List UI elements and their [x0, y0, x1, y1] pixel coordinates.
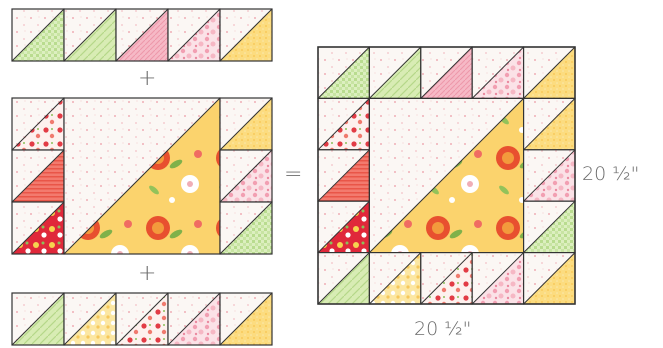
plus-sign-bottom: +: [138, 261, 157, 286]
top-row-unit: [115, 8, 169, 62]
equals-sign: =: [284, 162, 303, 187]
right-column-unit: [219, 149, 273, 203]
bottom-row-strip: [11, 292, 273, 346]
bottom-row-unit: [11, 292, 65, 346]
plus-sign-top: +: [138, 66, 157, 91]
finished-left-unit: [317, 97, 371, 151]
finished-bottom-unit: [317, 252, 371, 305]
large-center-triangle-square: [63, 97, 221, 255]
finished-top-unit: [522, 46, 576, 100]
top-row-strip: [11, 8, 273, 62]
center-block: [11, 97, 273, 255]
height-dimension-label: 20 ½": [582, 163, 640, 185]
finished-top-unit: [317, 46, 371, 100]
finished-top-unit: [420, 46, 473, 100]
right-column-unit: [219, 97, 273, 151]
bottom-row-unit: [115, 292, 169, 346]
finished-left-unit: [317, 200, 371, 254]
top-row-unit: [167, 8, 221, 62]
finished-bottom-unit: [420, 252, 473, 305]
left-column-unit: [11, 201, 65, 255]
left-column-unit: [11, 97, 65, 151]
finished-left-unit: [317, 149, 371, 202]
top-row-unit: [219, 8, 273, 62]
finished-right-unit: [522, 149, 576, 202]
large-center-triangle-square: [368, 97, 525, 254]
top-row-unit: [11, 8, 65, 62]
left-column-unit: [11, 149, 65, 203]
finished-top-unit: [368, 46, 422, 100]
width-dimension-label: 20 ½": [414, 318, 472, 340]
top-row-unit: [63, 8, 117, 62]
right-column-unit: [219, 201, 273, 255]
finished-top-unit: [471, 46, 525, 100]
finished-bottom-unit: [522, 252, 576, 305]
finished-bottom-unit: [368, 252, 422, 305]
finished-bottom-unit: [471, 252, 525, 305]
bottom-row-unit: [63, 292, 117, 346]
finished-right-unit: [522, 97, 576, 151]
finished-block-outline: [317, 46, 576, 305]
bottom-row-unit: [219, 292, 273, 346]
finished-right-unit: [522, 200, 576, 254]
finished-block: [317, 46, 576, 305]
bottom-row-unit: [167, 292, 221, 346]
